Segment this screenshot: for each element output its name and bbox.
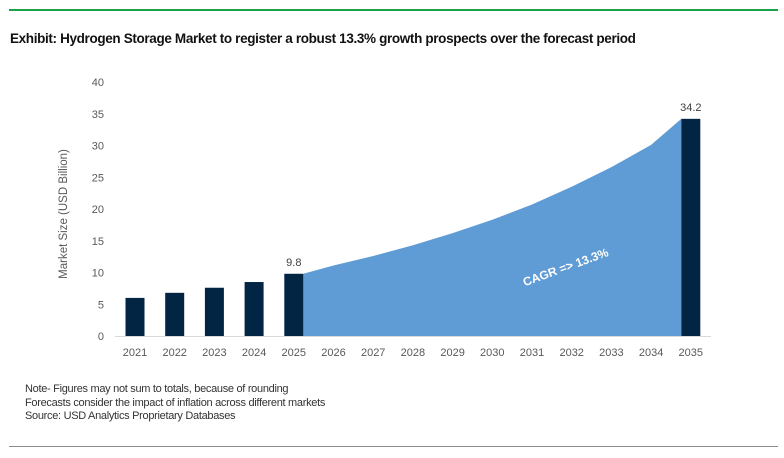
forecast-area <box>303 118 682 336</box>
x-tick-label: 2021 <box>123 347 147 359</box>
y-tick-label: 10 <box>92 268 104 280</box>
bar-2023 <box>204 287 224 336</box>
y-tick-label: 30 <box>92 141 104 153</box>
y-tick-label: 40 <box>92 77 104 89</box>
data-label-2035: 34.2 <box>680 102 701 114</box>
exhibit-title: Exhibit: Hydrogen Storage Market to regi… <box>10 31 636 46</box>
bottom-divider <box>9 446 778 447</box>
x-tick-label: 2028 <box>401 347 425 359</box>
x-tick-label: 2026 <box>321 347 345 359</box>
y-axis-title: Market Size (USD Billion) <box>58 149 70 279</box>
footnote-source: Source: USD Analytics Proprietary Databa… <box>25 410 236 422</box>
x-tick-label: 2030 <box>480 347 504 359</box>
x-tick-label: 2027 <box>361 347 385 359</box>
x-tick-label: 2034 <box>639 347 663 359</box>
x-tick-label: 2022 <box>162 347 186 359</box>
y-tick-label: 35 <box>92 109 104 121</box>
y-tick-label: 20 <box>92 204 104 216</box>
footnote-rounding: Note- Figures may not sum to totals, bec… <box>25 383 289 395</box>
y-tick-label: 5 <box>98 299 104 311</box>
x-tick-label: 2025 <box>282 347 306 359</box>
x-tick-label: 2032 <box>559 347 583 359</box>
x-tick-label: 2029 <box>440 347 464 359</box>
bar-2024 <box>244 282 264 336</box>
y-tick-label: 15 <box>92 236 104 248</box>
x-tick-label: 2024 <box>242 347 266 359</box>
bar-2035 <box>681 118 701 336</box>
data-label-2025: 9.8 <box>286 257 301 269</box>
bar-2021 <box>125 297 145 336</box>
bar-2025 <box>284 273 304 336</box>
top-divider <box>9 9 778 11</box>
x-tick-label: 2033 <box>599 347 623 359</box>
y-tick-label: 0 <box>98 331 104 343</box>
x-tick-label: 2035 <box>679 347 703 359</box>
x-tick-label: 2031 <box>520 347 544 359</box>
y-tick-label: 25 <box>92 172 104 184</box>
x-tick-label: 2023 <box>202 347 226 359</box>
footnote-inflation: Forecasts consider the impact of inflati… <box>25 396 326 409</box>
bar-2022 <box>165 292 185 336</box>
footnotes: Note- Figures may not sum to totals, bec… <box>25 383 325 424</box>
